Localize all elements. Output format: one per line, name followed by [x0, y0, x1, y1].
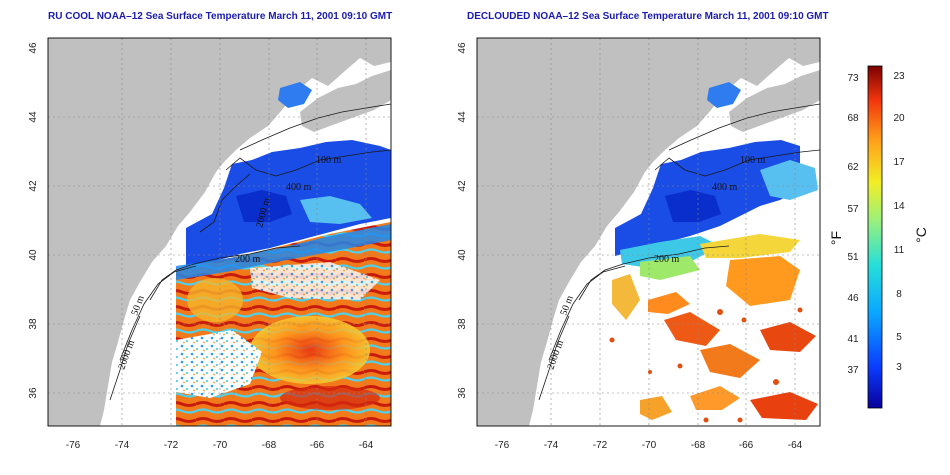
y-tick-label: 44 [457, 111, 468, 123]
x-tick-label: -66 [310, 440, 325, 451]
left-panel-title: RU COOL NOAA–12 Sea Surface Temperature … [48, 11, 393, 22]
c-tick-label: 8 [896, 289, 902, 300]
f-tick-label: 57 [847, 204, 859, 215]
y-tick-label: 42 [28, 180, 39, 192]
x-tick-label: -74 [115, 440, 130, 451]
x-tick-label: -70 [642, 440, 657, 451]
x-tick-label: -68 [262, 440, 277, 451]
c-tick-label: 23 [893, 71, 905, 82]
contour-label: 100 m [740, 155, 766, 166]
y-tick-label: 40 [457, 249, 468, 261]
y-tick-label: 40 [28, 249, 39, 261]
lat-lon-grid [477, 38, 820, 426]
y-tick-label: 46 [457, 42, 468, 54]
left-x-axis: -76 -74 -72 -70 -68 -66 -64 [66, 440, 374, 451]
contour-label: 100 m [316, 155, 342, 166]
c-tick-label: 3 [896, 362, 902, 373]
y-tick-label: 46 [28, 42, 39, 54]
c-tick-label: 20 [893, 113, 905, 124]
c-tick-label: 17 [893, 157, 905, 168]
right-map-frame [476, 37, 821, 427]
lat-lon-grid [48, 38, 391, 426]
y-tick-label: 38 [457, 318, 468, 330]
c-tick-label: 5 [896, 332, 902, 343]
temperature-colorbar [867, 65, 883, 409]
right-y-axis: 46 44 42 40 38 36 [457, 42, 468, 399]
f-tick-label: 37 [847, 365, 859, 376]
x-tick-label: -70 [213, 440, 228, 451]
contour-label: 400 m [712, 182, 738, 193]
f-tick-label: 68 [847, 113, 859, 124]
x-tick-label: -64 [359, 440, 374, 451]
fahrenheit-scale: 73 68 62 57 51 46 41 37 [847, 73, 859, 376]
y-tick-label: 44 [28, 111, 39, 123]
x-tick-label: -64 [788, 440, 803, 451]
y-tick-label: 36 [457, 387, 468, 399]
left-sst-map [48, 38, 391, 426]
y-tick-label: 36 [28, 387, 39, 399]
right-sst-map [477, 38, 820, 426]
x-tick-label: -66 [739, 440, 754, 451]
y-tick-label: 42 [457, 180, 468, 192]
x-tick-label: -68 [691, 440, 706, 451]
celsius-unit-label: °C [913, 227, 929, 243]
f-tick-label: 62 [847, 162, 859, 173]
land-mass [477, 38, 820, 426]
y-tick-label: 38 [28, 318, 39, 330]
contour-label: 400 m [286, 182, 312, 193]
contour-label: 200 m [654, 254, 680, 265]
left-map-frame [47, 37, 392, 427]
x-tick-label: -76 [495, 440, 510, 451]
x-tick-label: -72 [164, 440, 179, 451]
left-y-axis: 46 44 42 40 38 36 [28, 42, 39, 399]
x-tick-label: -76 [66, 440, 81, 451]
contour-label: 200 m [235, 254, 261, 265]
land-mass [48, 38, 391, 426]
f-tick-label: 46 [847, 293, 859, 304]
f-tick-label: 51 [847, 252, 859, 263]
cold-water-region [186, 140, 391, 266]
celsius-scale: 23 20 17 14 11 8 5 3 [893, 71, 905, 373]
f-tick-label: 41 [847, 334, 859, 345]
c-tick-label: 11 [894, 245, 905, 256]
x-tick-label: -74 [544, 440, 559, 451]
bathymetry-contours [538, 103, 820, 401]
c-tick-label: 14 [893, 201, 905, 212]
right-panel-title: DECLOUDED NOAA–12 Sea Surface Temperatur… [467, 11, 829, 22]
right-x-axis: -76 -74 -72 -70 -68 -66 -64 [495, 440, 803, 451]
fahrenheit-unit-label: °F [828, 231, 844, 245]
x-tick-label: -72 [593, 440, 608, 451]
f-tick-label: 73 [847, 73, 859, 84]
